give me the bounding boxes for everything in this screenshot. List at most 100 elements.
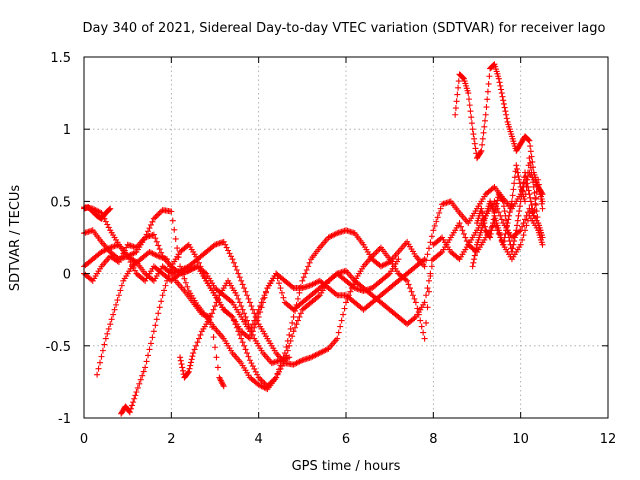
data-point bbox=[516, 180, 523, 187]
data-point bbox=[299, 277, 306, 284]
data-point bbox=[257, 309, 264, 316]
data-point bbox=[505, 230, 512, 237]
data-point bbox=[236, 331, 243, 338]
data-point bbox=[513, 227, 520, 234]
data-point bbox=[258, 304, 265, 311]
data-point bbox=[248, 303, 255, 310]
data-point bbox=[508, 198, 515, 205]
data-point bbox=[418, 323, 425, 330]
data-point bbox=[184, 283, 191, 290]
data-point bbox=[481, 123, 488, 130]
data-point bbox=[185, 368, 192, 375]
data-point bbox=[460, 230, 467, 237]
data-point bbox=[503, 222, 510, 229]
data-point bbox=[274, 371, 281, 378]
data-point bbox=[289, 319, 296, 326]
data-point bbox=[207, 313, 214, 320]
data-point bbox=[280, 294, 287, 301]
data-point bbox=[220, 381, 227, 388]
data-point bbox=[489, 223, 496, 230]
data-point bbox=[147, 340, 154, 347]
data-point bbox=[485, 80, 492, 87]
data-point bbox=[198, 266, 205, 273]
data-point bbox=[209, 324, 216, 331]
data-point bbox=[155, 211, 162, 218]
data-point bbox=[492, 206, 499, 213]
data-point bbox=[375, 247, 382, 254]
data-point bbox=[270, 377, 277, 384]
y-tick-label: 0 bbox=[63, 268, 71, 283]
data-point bbox=[335, 329, 342, 336]
data-point bbox=[252, 368, 259, 375]
data-point bbox=[499, 93, 506, 100]
data-point bbox=[293, 321, 300, 328]
data-point bbox=[147, 221, 154, 228]
data-point bbox=[106, 206, 113, 213]
data-point bbox=[530, 179, 537, 186]
y-tick-label: -0.5 bbox=[46, 340, 71, 355]
data-point bbox=[493, 200, 500, 207]
data-point bbox=[197, 263, 204, 270]
data-point bbox=[228, 253, 235, 260]
data-point bbox=[425, 277, 432, 284]
data-point bbox=[241, 285, 248, 292]
data-point bbox=[522, 173, 529, 180]
data-point bbox=[507, 205, 514, 212]
data-point bbox=[150, 231, 157, 238]
data-point bbox=[515, 212, 522, 219]
data-point bbox=[517, 198, 524, 205]
data-point bbox=[408, 288, 415, 295]
data-point bbox=[152, 214, 159, 221]
data-point bbox=[428, 263, 435, 270]
data-point bbox=[535, 181, 542, 188]
data-point bbox=[487, 234, 494, 241]
data-point bbox=[526, 137, 533, 144]
data-point bbox=[152, 235, 159, 242]
data-point bbox=[162, 282, 169, 289]
x-tick-label: 12 bbox=[600, 432, 617, 447]
data-point bbox=[511, 234, 518, 241]
data-point bbox=[95, 365, 102, 372]
data-point bbox=[181, 275, 188, 282]
data-point bbox=[155, 310, 162, 317]
data-point bbox=[244, 350, 251, 357]
data-point bbox=[236, 299, 243, 306]
data-point bbox=[257, 303, 264, 310]
data-point bbox=[136, 380, 143, 387]
data-point bbox=[133, 389, 140, 396]
data-point bbox=[171, 226, 178, 233]
data-point bbox=[251, 365, 258, 372]
data-point bbox=[249, 331, 256, 338]
data-point bbox=[526, 191, 533, 198]
data-point bbox=[528, 202, 535, 209]
data-point bbox=[503, 115, 510, 122]
data-point bbox=[457, 223, 464, 230]
data-point bbox=[520, 232, 527, 239]
data-point bbox=[236, 274, 243, 281]
data-point bbox=[509, 192, 516, 199]
data-point bbox=[409, 292, 416, 299]
data-point bbox=[506, 234, 513, 241]
data-point bbox=[220, 238, 227, 245]
data-point bbox=[529, 174, 536, 181]
data-point bbox=[262, 289, 269, 296]
data-point bbox=[252, 321, 259, 328]
data-point bbox=[258, 377, 265, 384]
data-point bbox=[524, 180, 531, 187]
data-point bbox=[294, 295, 301, 302]
data-point bbox=[471, 256, 478, 263]
data-point bbox=[514, 169, 521, 176]
data-point bbox=[153, 238, 160, 245]
data-point bbox=[163, 277, 170, 284]
data-point bbox=[525, 187, 532, 194]
data-point bbox=[193, 342, 200, 349]
data-point bbox=[194, 339, 201, 346]
data-point bbox=[281, 357, 288, 364]
data-point bbox=[212, 303, 218, 310]
y-axis-ticks: -1 -0.5 0 0.5 1 1.5 bbox=[46, 51, 608, 427]
data-point bbox=[165, 273, 172, 280]
data-point bbox=[532, 200, 539, 207]
data-point bbox=[477, 149, 484, 156]
data-point bbox=[296, 313, 303, 320]
data-point bbox=[527, 148, 534, 155]
